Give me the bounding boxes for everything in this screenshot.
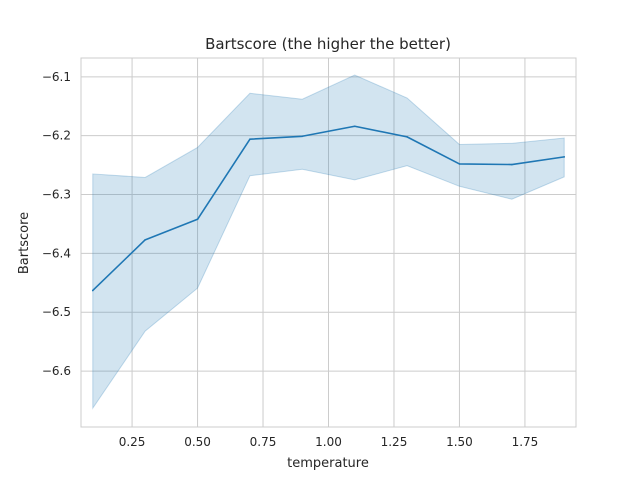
data-point — [406, 136, 408, 138]
chart-title: Bartscore (the higher the better) — [205, 35, 451, 53]
y-tick-label: −6.6 — [42, 364, 71, 378]
data-point — [91, 289, 94, 292]
y-axis-ticks: −6.6 −6.5 −6.4 −6.3 −6.2 −6.1 — [42, 70, 71, 378]
y-tick-label: −6.1 — [42, 70, 71, 84]
data-point — [301, 135, 304, 138]
data-point — [458, 163, 461, 165]
y-tick-label: −6.4 — [42, 246, 71, 260]
x-tick-label: 0.25 — [119, 435, 146, 449]
data-point — [563, 156, 566, 158]
x-tick-label: 1.00 — [315, 435, 342, 449]
y-axis-label: Bartscore — [17, 212, 32, 274]
x-tick-label: 1.50 — [446, 435, 473, 449]
x-axis-ticks: 0.25 0.50 0.75 1.00 1.25 1.50 1.75 — [119, 435, 539, 449]
x-tick-label: 0.50 — [184, 435, 211, 449]
y-tick-label: −6.3 — [42, 188, 71, 202]
data-point — [196, 218, 199, 221]
x-tick-label: 1.25 — [381, 435, 408, 449]
data-point — [249, 138, 251, 141]
x-tick-label: 1.75 — [512, 435, 539, 449]
x-tick-label: 0.75 — [250, 435, 277, 449]
confidence-band — [92, 74, 565, 410]
data-point — [353, 125, 356, 128]
series-line-layer — [91, 125, 566, 292]
grid-lines — [81, 58, 576, 427]
plot-frame — [80, 57, 577, 428]
series-line — [91, 125, 566, 292]
x-axis-label: temperature — [287, 456, 369, 471]
confidence-band-layer — [92, 74, 565, 410]
data-point — [144, 239, 146, 241]
y-tick-label: −6.2 — [42, 129, 71, 143]
data-point — [511, 163, 513, 166]
y-tick-label: −6.5 — [42, 305, 71, 319]
